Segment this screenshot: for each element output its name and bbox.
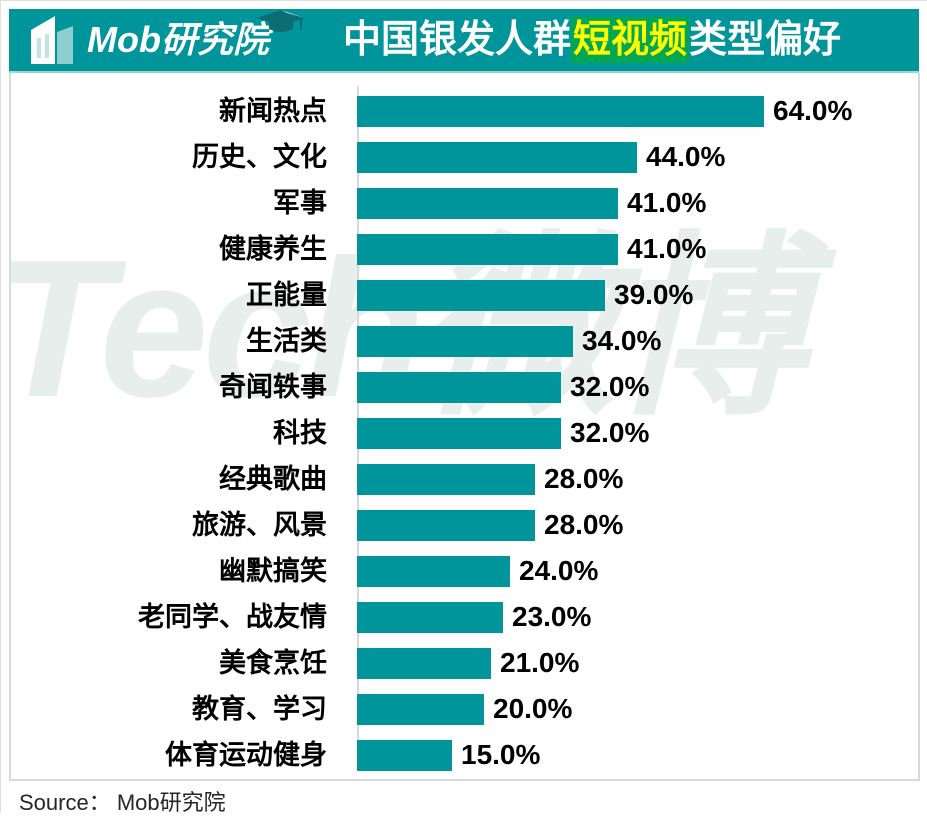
bar-row: 生活类 34.0% [11, 318, 918, 364]
bar-row: 旅游、风景 28.0% [11, 502, 918, 548]
bar [357, 417, 561, 449]
bar [357, 187, 618, 219]
bar-track: 23.0% [357, 601, 918, 633]
bar-row: 经典歌曲 28.0% [11, 456, 918, 502]
bar-track: 32.0% [357, 371, 918, 403]
category-label: 历史、文化 [192, 141, 327, 172]
bar [357, 279, 605, 311]
bar-track: 15.0% [357, 739, 918, 771]
header-bar: Mob研究院 中国银发人群短视频类型偏好 [9, 9, 919, 73]
value-label: 24.0% [519, 555, 599, 586]
graduation-cap-icon [257, 9, 305, 41]
value-label: 21.0% [500, 647, 580, 678]
title-prefix: 中国银发人群 [342, 19, 571, 61]
title-suffix: 类型偏好 [689, 19, 842, 61]
chart-panel: Tech微博 新闻热点64.0%历史、文化44.0%军事41.0%健康养生41.… [9, 73, 920, 781]
value-label: 32.0% [570, 371, 650, 402]
bar [357, 371, 561, 403]
value-label: 44.0% [646, 141, 726, 172]
bar-row: 美食烹饪 21.0% [11, 640, 918, 686]
bar [357, 463, 535, 495]
value-label: 15.0% [461, 739, 541, 770]
bar-track: 28.0% [357, 463, 918, 495]
bar-rows: 新闻热点 64.0% 历史、文化 44.0% 军事 41.0% 健康养生 41.0% 正能量 39… [11, 88, 918, 778]
category-label: 体育运动健身 [165, 739, 327, 770]
value-label: 39.0% [614, 279, 694, 310]
category-label: 健康养生 [219, 233, 327, 264]
category-label: 旅游、风景 [192, 509, 327, 540]
value-label: 64.0% [773, 95, 853, 126]
page-title: 中国银发人群短视频类型偏好 [325, 17, 919, 63]
bar-row: 历史、文化 44.0% [11, 134, 918, 180]
bar-track: 41.0% [357, 233, 918, 265]
category-label: 老同学、战友情 [138, 601, 327, 632]
value-label: 23.0% [512, 601, 592, 632]
logo-text: Mob研究院 [87, 19, 269, 60]
bar-row: 老同学、战友情 23.0% [11, 594, 918, 640]
bar [357, 739, 452, 771]
bar-row: 健康养生 41.0% [11, 226, 918, 272]
category-label: 奇闻轶事 [219, 371, 327, 402]
bar [357, 141, 637, 173]
bar-row: 科技 32.0% [11, 410, 918, 456]
value-label: 41.0% [627, 233, 707, 264]
bar [357, 647, 491, 679]
category-label: 科技 [273, 417, 327, 448]
value-label: 34.0% [582, 325, 662, 356]
bar-row: 教育、学习 20.0% [11, 686, 918, 732]
value-label: 32.0% [570, 417, 650, 448]
bar-track: 28.0% [357, 509, 918, 541]
bar-track: 32.0% [357, 417, 918, 449]
bar-track: 44.0% [357, 141, 918, 173]
bar [357, 233, 618, 265]
building-icon [25, 12, 79, 69]
category-label: 正能量 [246, 279, 327, 310]
category-label: 美食烹饪 [219, 647, 327, 678]
category-label: 经典歌曲 [219, 463, 327, 494]
bar-track: 24.0% [357, 555, 918, 587]
category-label: 幽默搞笑 [219, 555, 327, 586]
category-label: 新闻热点 [219, 95, 327, 126]
bar-row: 正能量 39.0% [11, 272, 918, 318]
bar [357, 509, 535, 541]
value-label: 28.0% [544, 509, 624, 540]
mob-logo: Mob研究院 [9, 9, 325, 69]
source-text: Source： Mob研究院 [19, 790, 226, 815]
bar-track: 34.0% [357, 325, 918, 357]
bar-track: 39.0% [357, 279, 918, 311]
bar-track: 20.0% [357, 693, 918, 725]
value-label: 41.0% [627, 187, 707, 218]
bar [357, 693, 484, 725]
bar [357, 325, 573, 357]
value-label: 28.0% [544, 463, 624, 494]
category-label: 生活类 [246, 325, 327, 356]
category-label: 军事 [273, 187, 327, 218]
bar [357, 555, 510, 587]
bar-row: 体育运动健身 15.0% [11, 732, 918, 778]
category-label: 教育、学习 [192, 693, 327, 724]
bar [357, 95, 764, 127]
bar-row: 新闻热点 64.0% [11, 88, 918, 134]
value-label: 20.0% [493, 693, 573, 724]
bar-track: 21.0% [357, 647, 918, 679]
title-highlight: 短视频 [570, 17, 689, 63]
bar-row: 军事 41.0% [11, 180, 918, 226]
bar-track: 41.0% [357, 187, 918, 219]
bar-track: 64.0% [357, 95, 918, 127]
bar [357, 601, 503, 633]
bar-row: 奇闻轶事 32.0% [11, 364, 918, 410]
bar-row: 幽默搞笑 24.0% [11, 548, 918, 594]
